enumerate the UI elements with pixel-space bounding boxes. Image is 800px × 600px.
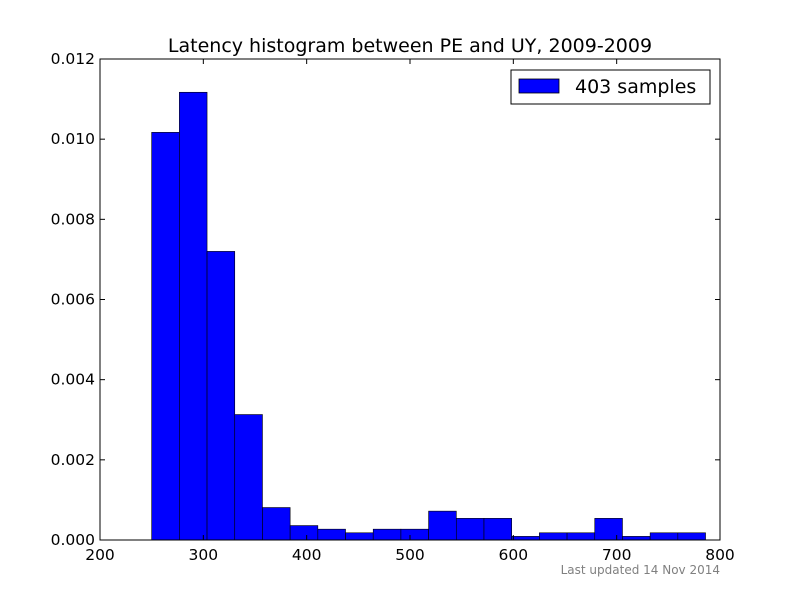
- footnote-last-updated: Last updated 14 Nov 2014: [561, 563, 720, 577]
- histogram-bar: [428, 510, 457, 541]
- histogram-bar: [345, 532, 374, 541]
- histogram-bar: [400, 528, 429, 541]
- y-tick-label: 0.002: [51, 451, 95, 469]
- y-tick-label: 0.010: [51, 130, 95, 148]
- chart-title: Latency histogram between PE and UY, 200…: [168, 35, 652, 57]
- legend: 403 samples: [510, 69, 711, 105]
- y-tick-label: 0.006: [51, 291, 95, 309]
- histogram-bar: [677, 532, 706, 541]
- histogram-bar: [289, 525, 319, 541]
- ticks-group: [99, 58, 721, 541]
- histogram-bar: [262, 507, 291, 541]
- x-tick-labels: 200 300 400 500 600 700 800: [85, 546, 735, 564]
- x-tick-label: 600: [499, 546, 529, 564]
- y-tick-label: 0.012: [51, 50, 95, 68]
- x-tick-label: 700: [602, 546, 632, 564]
- histogram-bar: [649, 532, 679, 541]
- histogram-bar: [539, 532, 568, 541]
- histogram-bar: [372, 528, 402, 541]
- legend-swatch: [518, 78, 560, 94]
- histogram-bar: [151, 132, 180, 541]
- legend-label: 403 samples: [575, 76, 696, 98]
- histogram-bar: [234, 414, 263, 541]
- y-tick-label: 0.000: [51, 531, 95, 549]
- bars-group: [151, 91, 706, 541]
- y-tick-label: 0.008: [51, 210, 95, 228]
- histogram-bar: [455, 518, 485, 541]
- x-tick-label: 400: [292, 546, 322, 564]
- histogram-bar: [622, 536, 651, 541]
- histogram-bar: [594, 518, 623, 541]
- histogram-bar: [483, 518, 512, 541]
- x-tick-label: 300: [189, 546, 219, 564]
- histogram-bar: [179, 91, 208, 541]
- histogram-bar: [511, 536, 540, 541]
- histogram-bar: [317, 528, 346, 541]
- histogram-bar: [206, 251, 236, 541]
- y-tick-labels: 0.000 0.002 0.004 0.006 0.008 0.010 0.012: [51, 50, 95, 549]
- y-tick-label: 0.004: [51, 371, 95, 389]
- x-tick-label: 200: [85, 546, 115, 564]
- x-tick-label: 800: [705, 546, 735, 564]
- x-tick-label: 500: [395, 546, 425, 564]
- histogram-bar: [566, 532, 596, 541]
